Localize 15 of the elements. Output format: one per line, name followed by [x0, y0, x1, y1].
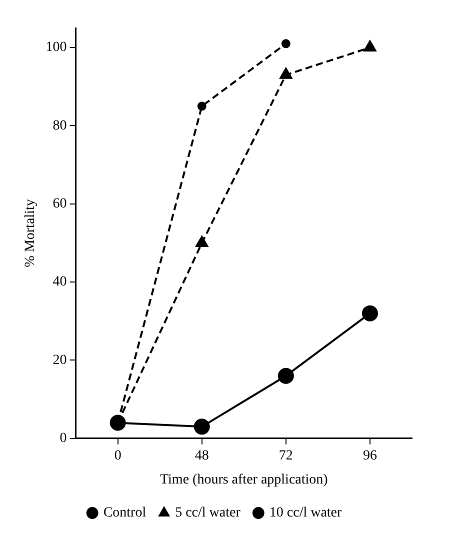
- y-tick-label: 80: [52, 118, 67, 134]
- legend-label: 5 cc/l water: [175, 506, 241, 521]
- x-tick-label: 0: [114, 448, 122, 464]
- y-tick-label: 100: [46, 40, 67, 56]
- y-tick-label: 0: [60, 431, 67, 446]
- y-axis-title: % Mortality: [23, 199, 38, 268]
- y-tick-label: 40: [52, 274, 67, 290]
- x-tick-label: 48: [194, 448, 209, 464]
- y-tick-label: 60: [52, 196, 67, 212]
- legend-label: Control: [103, 506, 146, 521]
- legend-label: 10 cc/l water: [269, 506, 342, 521]
- x-tick-label: 96: [362, 448, 377, 464]
- x-axis-title: Time (hours after application): [160, 472, 328, 488]
- x-tick-label: 72: [278, 448, 293, 464]
- y-tick-label: 20: [52, 352, 67, 368]
